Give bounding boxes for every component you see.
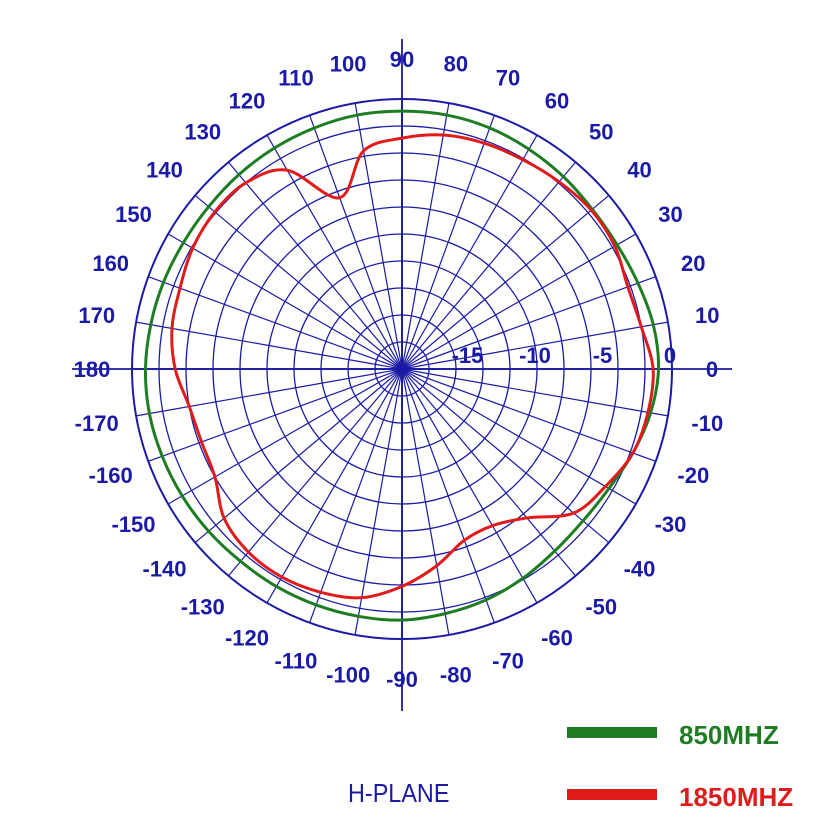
angle-tick-label: -60 (541, 625, 573, 650)
grid-spoke (401, 134, 538, 370)
angle-tick-label: 130 (184, 120, 221, 145)
angle-tick-label: -130 (181, 594, 225, 619)
grid-spoke (148, 276, 403, 370)
grid-spoke (227, 368, 403, 577)
angle-tick-label: 70 (496, 66, 520, 91)
grid-spoke (401, 102, 450, 370)
radial-tick-label: -15 (452, 343, 484, 368)
legend-label: 1850MHZ (679, 782, 793, 812)
angle-tick-label: 140 (146, 158, 183, 183)
angle-tick-label: 100 (330, 52, 367, 77)
grid-spoke (401, 194, 610, 370)
angle-tick-label: -100 (326, 662, 370, 687)
grid-spoke (167, 233, 403, 370)
angle-tick-label: 30 (658, 202, 682, 227)
grid-spoke (354, 102, 403, 370)
radial-tick-label: -10 (519, 343, 551, 368)
radial-tick-label: -5 (593, 343, 613, 368)
polar-grid (72, 39, 732, 711)
grid-spoke (227, 161, 403, 370)
grid-spoke (401, 368, 495, 623)
angle-tick-label: -140 (143, 556, 187, 581)
grid-spoke (309, 115, 403, 370)
grid-spoke (135, 321, 403, 370)
grid-spoke (401, 368, 577, 577)
angle-tick-label: 170 (78, 303, 115, 328)
grid-spoke (401, 115, 495, 370)
grid-spoke (194, 368, 403, 544)
angle-tick-label: -70 (492, 648, 524, 673)
legend-label: 850MHZ (679, 720, 779, 750)
angle-tick-label: -150 (112, 512, 156, 537)
legend-swatch (567, 789, 657, 800)
series-line-850MHZ (143, 109, 661, 622)
angle-tick-label: -40 (624, 556, 656, 581)
angle-tick-label: -90 (386, 667, 418, 692)
angle-tick-label: -170 (75, 411, 119, 436)
grid-spoke (401, 161, 577, 370)
angle-tick-label: 50 (589, 120, 613, 145)
grid-spoke (167, 368, 403, 505)
grid-spoke (194, 194, 403, 370)
grid-spoke (354, 368, 403, 636)
angle-tick-label: 110 (278, 66, 314, 91)
legend-swatch (567, 727, 657, 738)
angle-tick-label: 150 (115, 202, 152, 227)
grid-spoke (266, 134, 403, 370)
grid-spoke (401, 368, 450, 636)
angle-tick-label: 90 (390, 47, 414, 72)
angle-tick-label: -20 (677, 463, 709, 488)
angle-tick-label: 60 (545, 89, 569, 114)
angle-tick-label: 120 (229, 89, 266, 114)
angle-tick-label: 20 (681, 251, 705, 276)
grid-spoke (401, 368, 656, 462)
grid-spoke (401, 276, 656, 370)
angle-tick-label: -80 (440, 662, 472, 687)
plane-label: H-PLANE (348, 778, 450, 808)
grid-spoke (401, 321, 669, 370)
grid-spoke (309, 368, 403, 623)
grid-spoke (266, 368, 403, 604)
angle-tick-label: 40 (627, 158, 651, 183)
series-line-1850MHZ (170, 133, 655, 600)
angle-tick-label: 10 (695, 303, 719, 328)
grid-spoke (401, 368, 669, 417)
grid-spoke (401, 368, 637, 505)
angle-tick-label: 0 (706, 357, 718, 382)
angle-tick-label: -50 (585, 594, 617, 619)
angle-tick-label: 80 (444, 52, 468, 77)
ring-labels: -15 -10 -5 0 (452, 343, 677, 368)
grid-spoke (135, 368, 403, 417)
grid-spoke (401, 233, 637, 370)
angle-tick-label: -120 (225, 625, 269, 650)
grid-spoke (148, 368, 403, 462)
angle-tick-label: 160 (92, 251, 129, 276)
series-layer (143, 109, 661, 622)
angle-tick-label: -110 (275, 648, 318, 673)
angle-tick-label: -10 (691, 411, 723, 436)
angle-tick-label: -30 (655, 512, 687, 537)
legend: 850MHZ 1850MHZ (567, 720, 793, 812)
radial-tick-label: 0 (664, 343, 676, 368)
angle-tick-label: 180 (74, 357, 111, 382)
angle-tick-label: -160 (89, 463, 133, 488)
grid-spoke (401, 368, 538, 604)
